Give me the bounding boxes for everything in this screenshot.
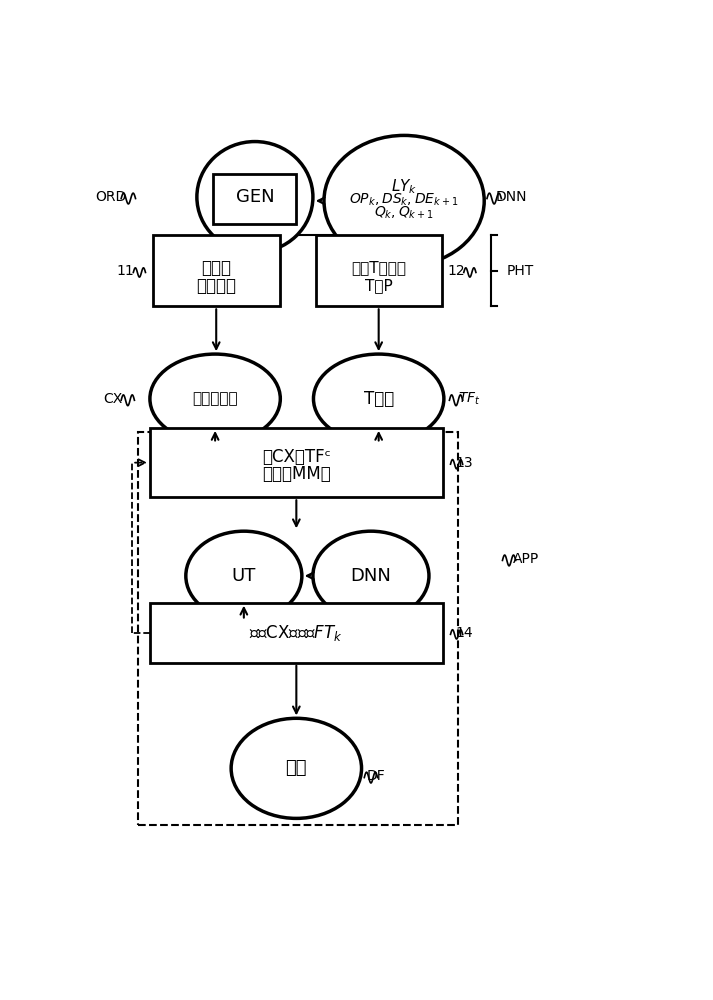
Text: DF: DF [367,769,386,783]
Text: T个表: T个表 [364,390,394,408]
FancyBboxPatch shape [213,174,297,224]
Text: 决策: 决策 [286,759,307,777]
Text: APP: APP [513,552,539,566]
Ellipse shape [197,142,313,252]
Text: 11: 11 [116,264,134,278]
Text: 14: 14 [455,626,473,640]
Ellipse shape [231,718,361,818]
Ellipse shape [314,354,444,443]
Text: 可执行代码: 可执行代码 [193,391,238,406]
Ellipse shape [186,531,302,620]
Text: PHT: PHT [506,264,534,278]
FancyBboxPatch shape [153,235,279,306]
Text: 12: 12 [448,264,466,278]
Text: $LY_k$: $LY_k$ [391,178,417,196]
Text: 将CX、TFᶜ: 将CX、TFᶜ [262,448,331,466]
Text: 存储在MM中: 存储在MM中 [262,465,331,483]
Text: $OP_k, DS_k, DE_{k+1}$: $OP_k, DS_k, DE_{k+1}$ [349,191,458,208]
Text: $Q_k, Q_{k+1}$: $Q_k, Q_{k+1}$ [374,204,434,221]
FancyBboxPatch shape [150,603,443,663]
Ellipse shape [313,531,429,620]
Text: 生成T个表，: 生成T个表， [352,260,406,275]
FancyBboxPatch shape [150,428,443,497]
Ellipse shape [324,135,484,266]
Text: 生成可: 生成可 [201,259,231,277]
Text: CX: CX [103,392,123,406]
Ellipse shape [150,354,280,443]
Text: ORD: ORD [96,190,127,204]
Text: 执行代码: 执行代码 [196,277,236,295]
Text: T＜P: T＜P [365,278,393,293]
Text: DNN: DNN [496,190,528,204]
Text: 13: 13 [455,456,473,470]
Text: GEN: GEN [235,188,275,206]
Text: 执行CX、确定$FT_k$: 执行CX、确定$FT_k$ [250,623,343,643]
Text: $TF_t$: $TF_t$ [458,391,481,407]
FancyBboxPatch shape [316,235,441,306]
Text: DNN: DNN [351,567,391,585]
Text: UT: UT [232,567,256,585]
